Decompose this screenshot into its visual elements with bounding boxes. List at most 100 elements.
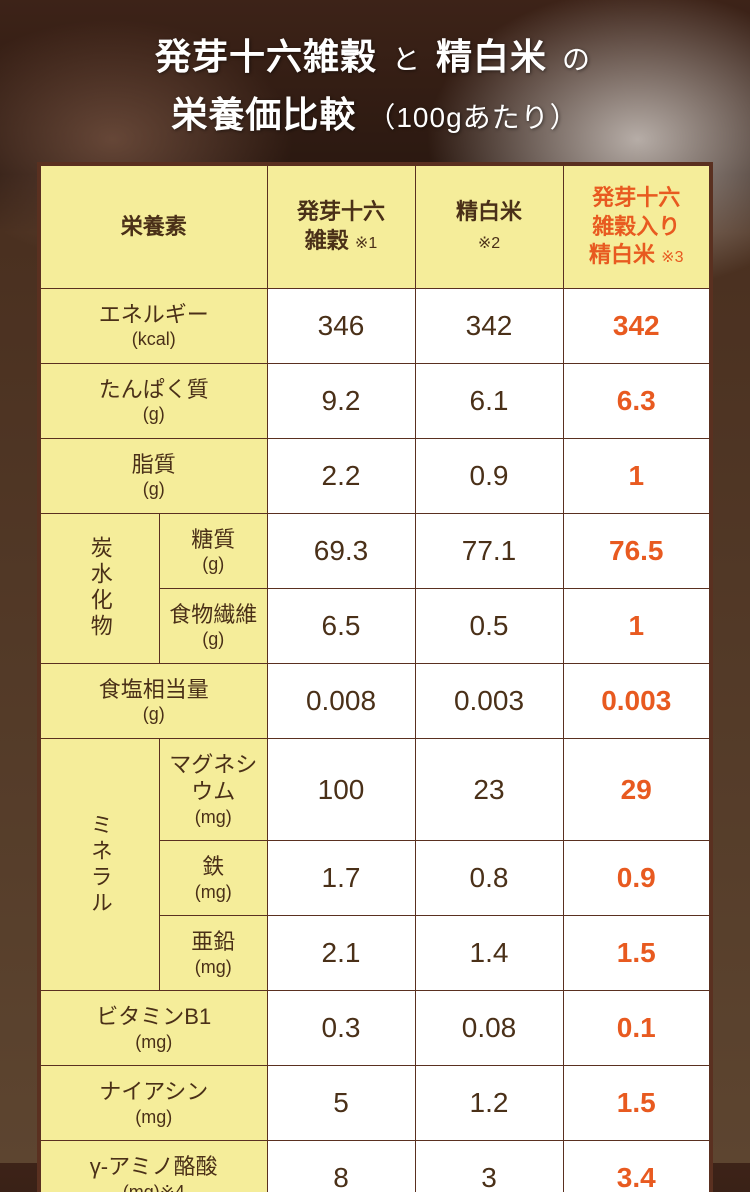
page-title: 発芽十六雑穀 と 精白米 の 栄養価比較 （100gあたり） — [0, 0, 750, 162]
cell-v3: 0.1 — [563, 991, 711, 1066]
table-row: γ-アミノ酪酸 (mg)※4 8 3 3.4 — [39, 1141, 711, 1192]
title-conj-1: と — [392, 44, 421, 75]
row-unit: (mg) — [164, 881, 263, 904]
cell-v1: 1.7 — [267, 841, 415, 916]
cell-v1: 5 — [267, 1066, 415, 1141]
cell-v3: 76.5 — [563, 513, 711, 588]
cell-v1: 0.3 — [267, 991, 415, 1066]
row-label: ナイアシン(mg) — [39, 1066, 267, 1141]
cell-v2: 342 — [415, 288, 563, 363]
cell-v3: 1 — [563, 438, 711, 513]
table-row: ミネラル マグネシウム(mg) 100 23 29 — [39, 738, 711, 841]
row-unit: (g) — [45, 703, 263, 726]
row-label: 鉄(mg) — [160, 841, 268, 916]
cell-v1: 9.2 — [267, 363, 415, 438]
title-conj-2: の — [562, 44, 591, 75]
row-label: 食物繊維(g) — [160, 588, 268, 663]
row-label: 糖質(g) — [160, 513, 268, 588]
cell-v3: 3.4 — [563, 1141, 711, 1192]
row-label: たんぱく質(g) — [39, 363, 267, 438]
title-part-2: 栄養価比較 — [171, 94, 356, 135]
group-mineral: ミネラル — [39, 738, 160, 991]
cell-v2: 0.003 — [415, 663, 563, 738]
cell-v1: 0.008 — [267, 663, 415, 738]
header-col3-l1: 発芽十六 — [592, 185, 680, 210]
table-row: ナイアシン(mg) 5 1.2 1.5 — [39, 1066, 711, 1141]
cell-v3: 29 — [563, 738, 711, 841]
header-col1-l2: 雑穀 — [305, 228, 349, 253]
row-unit: (mg) — [164, 806, 263, 829]
row-label-text: ナイアシン — [99, 1079, 208, 1104]
header-col3-l2: 雑穀入り — [592, 214, 680, 239]
header-col1-l1: 発芽十六 — [297, 199, 385, 224]
cell-v1: 346 — [267, 288, 415, 363]
row-label-text: 脂質 — [132, 452, 176, 477]
row-label: 食塩相当量(g) — [39, 663, 267, 738]
header-nutrient: 栄養素 — [39, 164, 267, 288]
cell-v2: 0.08 — [415, 991, 563, 1066]
header-col3: 発芽十六 雑穀入り 精白米 ※3 — [563, 164, 711, 288]
cell-v1: 2.1 — [267, 916, 415, 991]
row-label-text: 食物繊維 — [169, 602, 257, 627]
title-line-1: 発芽十六雑穀 と 精白米 の — [0, 28, 750, 80]
header-col2: 精白米 ※2 — [415, 164, 563, 288]
header-col3-note: ※3 — [661, 249, 683, 266]
table-row: たんぱく質(g) 9.2 6.1 6.3 — [39, 363, 711, 438]
cell-v2: 0.5 — [415, 588, 563, 663]
row-label: ビタミンB1(mg) — [39, 991, 267, 1066]
row-unit: (mg) — [45, 1031, 263, 1054]
row-unit: (g) — [45, 478, 263, 501]
cell-v1: 100 — [267, 738, 415, 841]
header-nutrient-label: 栄養素 — [121, 214, 187, 239]
cell-v2: 1.2 — [415, 1066, 563, 1141]
row-label: 亜鉛(mg) — [160, 916, 268, 991]
table-header-row: 栄養素 発芽十六 雑穀 ※1 精白米 ※2 発芽十六 雑穀入り 精白米 ※3 — [39, 164, 711, 288]
cell-v2: 1.4 — [415, 916, 563, 991]
row-label-text: 食塩相当量 — [99, 677, 209, 702]
cell-v1: 6.5 — [267, 588, 415, 663]
cell-v2: 3 — [415, 1141, 563, 1192]
table-row: 炭水化物 糖質(g) 69.3 77.1 76.5 — [39, 513, 711, 588]
row-unit: (g) — [164, 628, 263, 651]
nutrition-table: 栄養素 発芽十六 雑穀 ※1 精白米 ※2 発芽十六 雑穀入り 精白米 ※3 エ… — [37, 162, 713, 1192]
cell-v3: 1.5 — [563, 1066, 711, 1141]
row-label-text: 亜鉛 — [191, 929, 235, 954]
row-label: マグネシウム(mg) — [160, 738, 268, 841]
header-col1-note: ※1 — [355, 235, 377, 252]
cell-v3: 0.9 — [563, 841, 711, 916]
cell-v3: 6.3 — [563, 363, 711, 438]
row-label-text: 鉄 — [202, 854, 224, 879]
row-unit: (mg) — [164, 956, 263, 979]
row-label-text: γ-アミノ酪酸 — [90, 1154, 218, 1179]
row-label-text: 糖質 — [191, 527, 235, 552]
row-label-text: ビタミンB1 — [96, 1004, 211, 1029]
cell-v3: 1 — [563, 588, 711, 663]
cell-v3: 0.003 — [563, 663, 711, 738]
header-col2-note: ※2 — [478, 235, 500, 252]
title-paren: （100gあたり） — [367, 102, 578, 133]
cell-v2: 6.1 — [415, 363, 563, 438]
cell-v3: 342 — [563, 288, 711, 363]
cell-v3: 1.5 — [563, 916, 711, 991]
header-col3-l3: 精白米 — [589, 242, 655, 267]
row-unit: (mg)※4 — [45, 1181, 263, 1192]
row-label: γ-アミノ酪酸 (mg)※4 — [39, 1141, 267, 1192]
row-label-text: エネルギー — [99, 302, 209, 327]
cell-v1: 2.2 — [267, 438, 415, 513]
table-row: エネルギー(kcal) 346 342 342 — [39, 288, 711, 363]
row-label: エネルギー(kcal) — [39, 288, 267, 363]
table-row: 脂質(g) 2.2 0.9 1 — [39, 438, 711, 513]
cell-v2: 0.8 — [415, 841, 563, 916]
cell-v1: 8 — [267, 1141, 415, 1192]
row-label: 脂質(g) — [39, 438, 267, 513]
cell-v1: 69.3 — [267, 513, 415, 588]
row-unit: (mg) — [45, 1106, 263, 1129]
cell-v2: 77.1 — [415, 513, 563, 588]
table-row: 食塩相当量(g) 0.008 0.003 0.003 — [39, 663, 711, 738]
group-carb: 炭水化物 — [39, 513, 160, 663]
row-unit: (kcal) — [45, 328, 263, 351]
row-label-text: たんぱく質 — [99, 377, 209, 402]
title-part-1a: 発芽十六雑穀 — [155, 36, 377, 77]
nutrition-table-container: 栄養素 発芽十六 雑穀 ※1 精白米 ※2 発芽十六 雑穀入り 精白米 ※3 エ… — [37, 162, 713, 1192]
title-part-1b: 精白米 — [436, 36, 547, 77]
